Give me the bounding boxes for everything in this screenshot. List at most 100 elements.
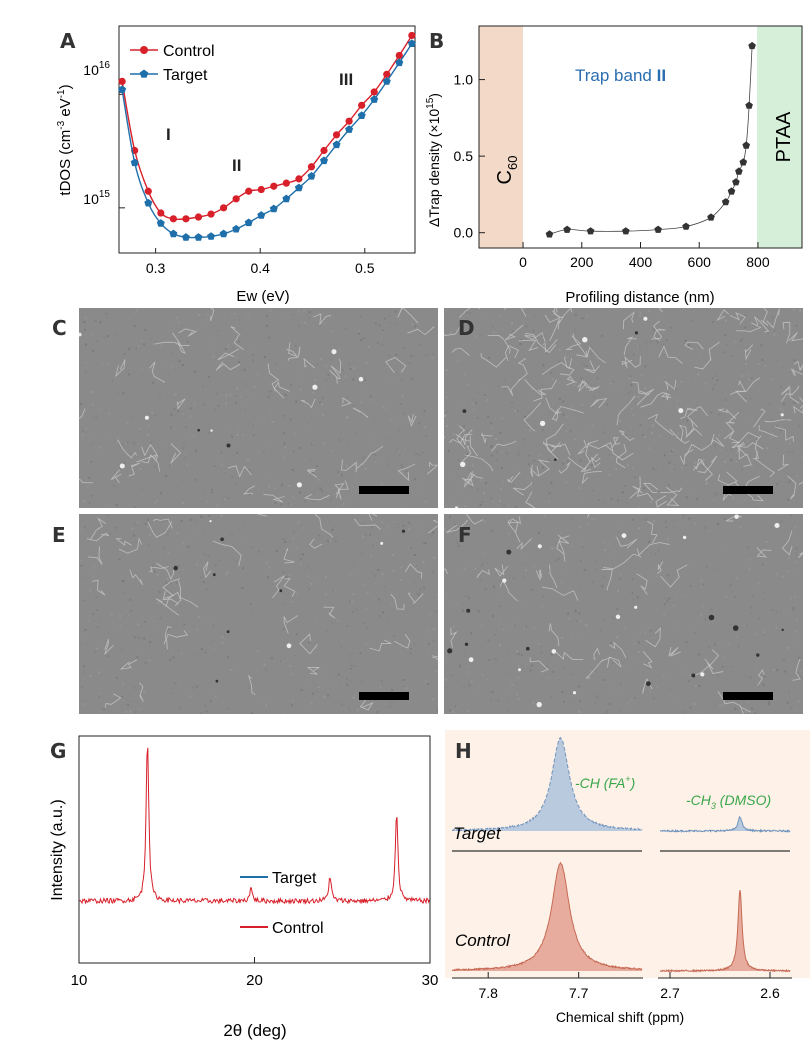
sem-grain-boundary bbox=[533, 379, 557, 402]
sem-grain-boundary bbox=[586, 346, 606, 364]
sem-grain bbox=[387, 526, 390, 529]
sem-grain bbox=[149, 533, 152, 536]
sem-grain bbox=[611, 623, 613, 626]
sem-grain bbox=[687, 680, 690, 683]
panel-g-xtick-label: 10 bbox=[71, 972, 88, 989]
sem-grain bbox=[619, 683, 622, 686]
sem-background bbox=[444, 514, 803, 714]
control-data-point bbox=[295, 175, 303, 183]
sem-grain bbox=[90, 391, 93, 394]
sem-grain bbox=[761, 472, 764, 475]
sem-grain bbox=[273, 487, 276, 490]
sem-grain bbox=[586, 315, 589, 318]
sem-grain-boundary bbox=[687, 406, 708, 428]
sem-grain bbox=[247, 313, 250, 316]
sem-grain bbox=[712, 377, 715, 380]
sem-grain bbox=[531, 485, 534, 488]
sem-grain-boundary bbox=[273, 381, 290, 399]
sem-grain bbox=[340, 645, 343, 648]
sem-grain bbox=[346, 416, 349, 418]
sem-grain bbox=[253, 695, 256, 698]
sem-grain bbox=[494, 633, 497, 636]
sem-grain-boundary bbox=[444, 327, 460, 337]
sem-grain bbox=[716, 702, 719, 705]
sem-grain bbox=[594, 669, 597, 672]
sem-grain bbox=[88, 439, 90, 442]
sem-grain bbox=[703, 458, 706, 461]
sem-grain bbox=[244, 633, 247, 636]
sem-grain bbox=[388, 321, 391, 324]
panel-g-xtick-label: 30 bbox=[422, 972, 439, 989]
sem-grain bbox=[457, 505, 460, 508]
sem-grain bbox=[401, 394, 404, 397]
sem-grain bbox=[268, 336, 271, 339]
sem-grain bbox=[560, 588, 563, 591]
sem-grain-boundary bbox=[647, 413, 674, 436]
sem-grain bbox=[782, 403, 785, 405]
sem-grain bbox=[88, 501, 91, 504]
sem-grain bbox=[488, 356, 490, 359]
sem-grain bbox=[291, 313, 294, 316]
panel-d-letter: D bbox=[458, 316, 475, 340]
sem-grain bbox=[265, 562, 268, 565]
sem-particle bbox=[209, 520, 212, 523]
sem-grain bbox=[501, 466, 503, 469]
sem-grain bbox=[413, 566, 416, 569]
sem-grain bbox=[723, 518, 726, 520]
sem-grain bbox=[131, 698, 134, 701]
sem-grain bbox=[517, 677, 520, 679]
sem-grain bbox=[740, 331, 743, 334]
sem-grain bbox=[160, 363, 163, 366]
sem-grain bbox=[109, 490, 112, 493]
control-data-point bbox=[345, 117, 353, 125]
sem-grain bbox=[211, 639, 214, 642]
sem-grain bbox=[550, 653, 553, 656]
sem-grain bbox=[547, 676, 550, 679]
sem-grain bbox=[466, 453, 469, 456]
panel-a-frame bbox=[118, 25, 416, 254]
panel-b-yticks: 0.00.51.0 bbox=[454, 72, 485, 241]
sem-grain bbox=[578, 685, 580, 688]
sem-grain bbox=[167, 329, 170, 332]
sem-grain bbox=[88, 476, 91, 479]
sem-grain bbox=[621, 594, 624, 597]
sem-grain bbox=[599, 694, 602, 696]
sem-grain bbox=[548, 349, 551, 352]
panel-h-xlabel: Chemical shift (ppm) bbox=[556, 1009, 684, 1025]
sem-grain bbox=[133, 442, 136, 445]
sem-grain bbox=[350, 664, 353, 667]
sem-grain bbox=[183, 457, 186, 460]
sem-grain bbox=[729, 584, 732, 587]
sem-grain bbox=[225, 490, 228, 493]
sem-grain bbox=[436, 593, 438, 596]
sem-grain bbox=[730, 494, 733, 497]
sem-grain bbox=[779, 331, 782, 334]
label-control-nmr: Control bbox=[455, 931, 511, 950]
sem-grain bbox=[448, 471, 451, 474]
sem-grain bbox=[717, 675, 720, 678]
sem-grain bbox=[647, 688, 650, 690]
sem-grain bbox=[79, 453, 82, 456]
sem-grain-boundary bbox=[580, 466, 591, 472]
sem-grain-boundary bbox=[557, 534, 570, 562]
sem-grain bbox=[716, 379, 719, 382]
sem-grain bbox=[582, 500, 584, 503]
sem-grain bbox=[673, 622, 676, 625]
sem-grain bbox=[671, 449, 674, 452]
sem-grain bbox=[623, 357, 626, 360]
sem-overlays: C D E F bbox=[52, 316, 773, 700]
sem-grain-boundary bbox=[256, 514, 267, 517]
sem-grain bbox=[319, 487, 322, 490]
sem-grain bbox=[136, 656, 139, 658]
sem-grain bbox=[227, 497, 230, 500]
sem-grain bbox=[681, 671, 684, 674]
sem-grain bbox=[613, 521, 616, 523]
sem-grain-boundary bbox=[461, 472, 483, 481]
sem-grain bbox=[631, 550, 634, 553]
sem-grain bbox=[605, 334, 608, 337]
sem-grain bbox=[799, 309, 802, 312]
sem-grain bbox=[633, 642, 636, 645]
sem-grain bbox=[586, 572, 589, 575]
sem-grain bbox=[521, 654, 523, 656]
panel-g-plot-area bbox=[79, 747, 430, 905]
